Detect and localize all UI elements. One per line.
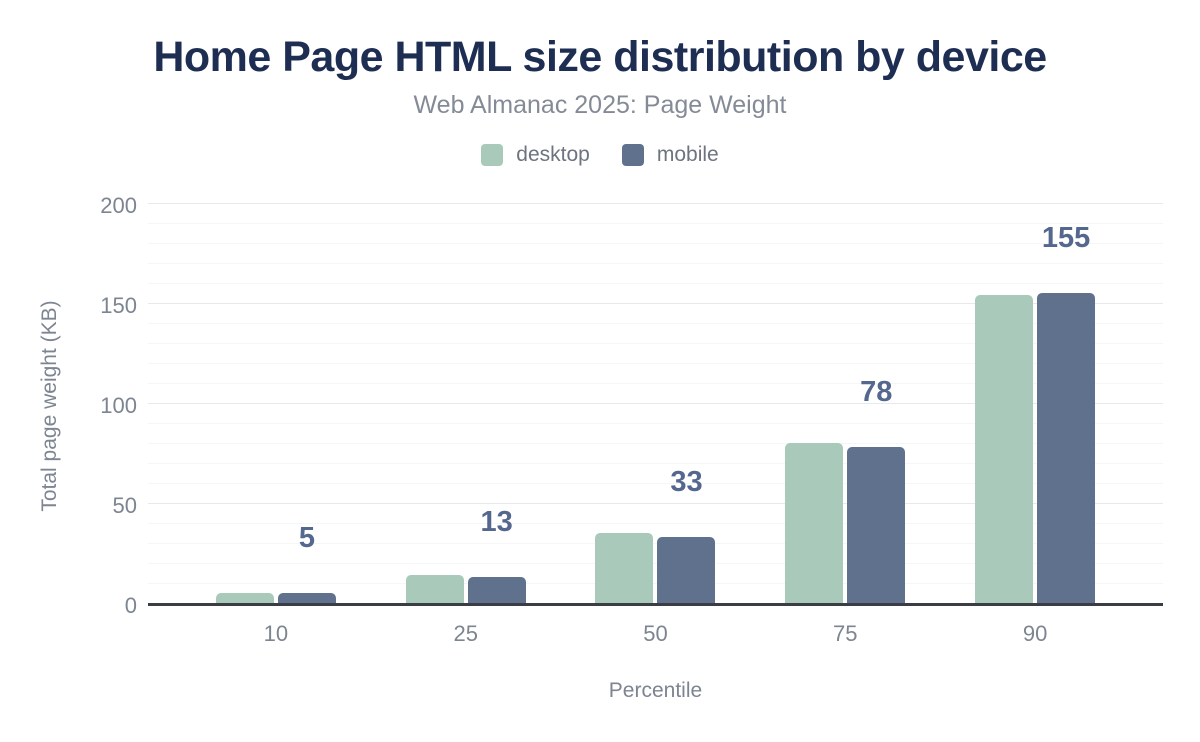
value-label-p25: 13 bbox=[480, 506, 513, 538]
major-gridline-50 bbox=[148, 503, 1163, 504]
bar-desktop-p10 bbox=[215, 593, 274, 603]
bar-mobile-p10 bbox=[277, 593, 336, 603]
x-tick-10: 10 bbox=[263, 621, 289, 646]
bar-mobile-p75 bbox=[847, 447, 906, 603]
bar-mobile-p25 bbox=[467, 577, 526, 603]
minor-gridline-110 bbox=[148, 383, 1163, 384]
minor-gridline-60 bbox=[148, 483, 1163, 484]
legend: desktop mobile bbox=[0, 143, 1200, 167]
minor-gridline-190 bbox=[148, 223, 1163, 224]
bar-group-p90: 155 bbox=[940, 206, 1130, 603]
bar-mobile-p50 bbox=[657, 537, 716, 603]
major-gridline-200 bbox=[148, 203, 1163, 204]
y-axis-ticks: 0 50 100 150 200 bbox=[0, 195, 137, 617]
x-tick-90: 90 bbox=[1022, 621, 1048, 646]
bar-desktop-p75 bbox=[785, 443, 844, 603]
minor-gridline-140 bbox=[148, 323, 1163, 324]
value-label-p50: 33 bbox=[670, 466, 703, 498]
minor-gridline-20 bbox=[148, 563, 1163, 564]
bar-mobile-p90 bbox=[1037, 293, 1096, 603]
value-label-p90: 155 bbox=[1041, 222, 1091, 254]
minor-gridline-160 bbox=[148, 283, 1163, 284]
minor-gridline-130 bbox=[148, 343, 1163, 344]
y-tick-50: 50 bbox=[112, 493, 137, 518]
value-label-p10: 5 bbox=[298, 522, 315, 554]
minor-gridline-80 bbox=[148, 443, 1163, 444]
major-gridline-150 bbox=[148, 303, 1163, 304]
major-gridline-100 bbox=[148, 403, 1163, 404]
minor-gridline-40 bbox=[148, 523, 1163, 524]
legend-item-desktop[interactable]: desktop bbox=[481, 143, 590, 167]
legend-label: desktop bbox=[516, 143, 590, 166]
bar-groups: 5 13 33 78 155 bbox=[148, 206, 1163, 603]
bar-group-p10: 5 bbox=[181, 206, 371, 603]
y-tick-200: 200 bbox=[100, 193, 137, 218]
minor-gridline-70 bbox=[148, 463, 1163, 464]
legend-item-mobile[interactable]: mobile bbox=[621, 143, 719, 167]
bar-group-p25: 13 bbox=[371, 206, 561, 603]
x-axis-title: Percentile bbox=[608, 679, 703, 702]
x-tick-75: 75 bbox=[833, 621, 858, 646]
chart-subtitle: Web Almanac 2025: Page Weight bbox=[413, 91, 787, 119]
bar-desktop-p50 bbox=[595, 533, 654, 603]
bar-group-p75: 78 bbox=[750, 206, 940, 603]
mobile-swatch-icon bbox=[621, 144, 644, 166]
bar-group-p50: 33 bbox=[561, 206, 751, 603]
x-tick-25: 25 bbox=[453, 621, 478, 646]
x-axis-ticks: 10 25 50 75 90 bbox=[148, 621, 1163, 647]
bar-desktop-p25 bbox=[405, 575, 464, 603]
minor-gridline-180 bbox=[148, 243, 1163, 244]
legend-label: mobile bbox=[656, 143, 719, 166]
minor-gridline-30 bbox=[148, 543, 1163, 544]
minor-gridline-90 bbox=[148, 423, 1163, 424]
plot-area: 5 13 33 78 155 bbox=[148, 203, 1163, 606]
bar-desktop-p90 bbox=[975, 295, 1034, 603]
minor-gridline-120 bbox=[148, 363, 1163, 364]
minor-gridline-10 bbox=[148, 583, 1163, 584]
x-tick-50: 50 bbox=[643, 621, 668, 646]
y-tick-100: 100 bbox=[100, 393, 137, 418]
desktop-swatch-icon bbox=[481, 144, 504, 166]
value-label-p75: 78 bbox=[860, 376, 893, 408]
y-tick-150: 150 bbox=[100, 293, 137, 318]
y-tick-0: 0 bbox=[124, 593, 137, 618]
minor-gridline-170 bbox=[148, 263, 1163, 264]
chart-title: Home Page HTML size distribution by devi… bbox=[153, 33, 1047, 81]
